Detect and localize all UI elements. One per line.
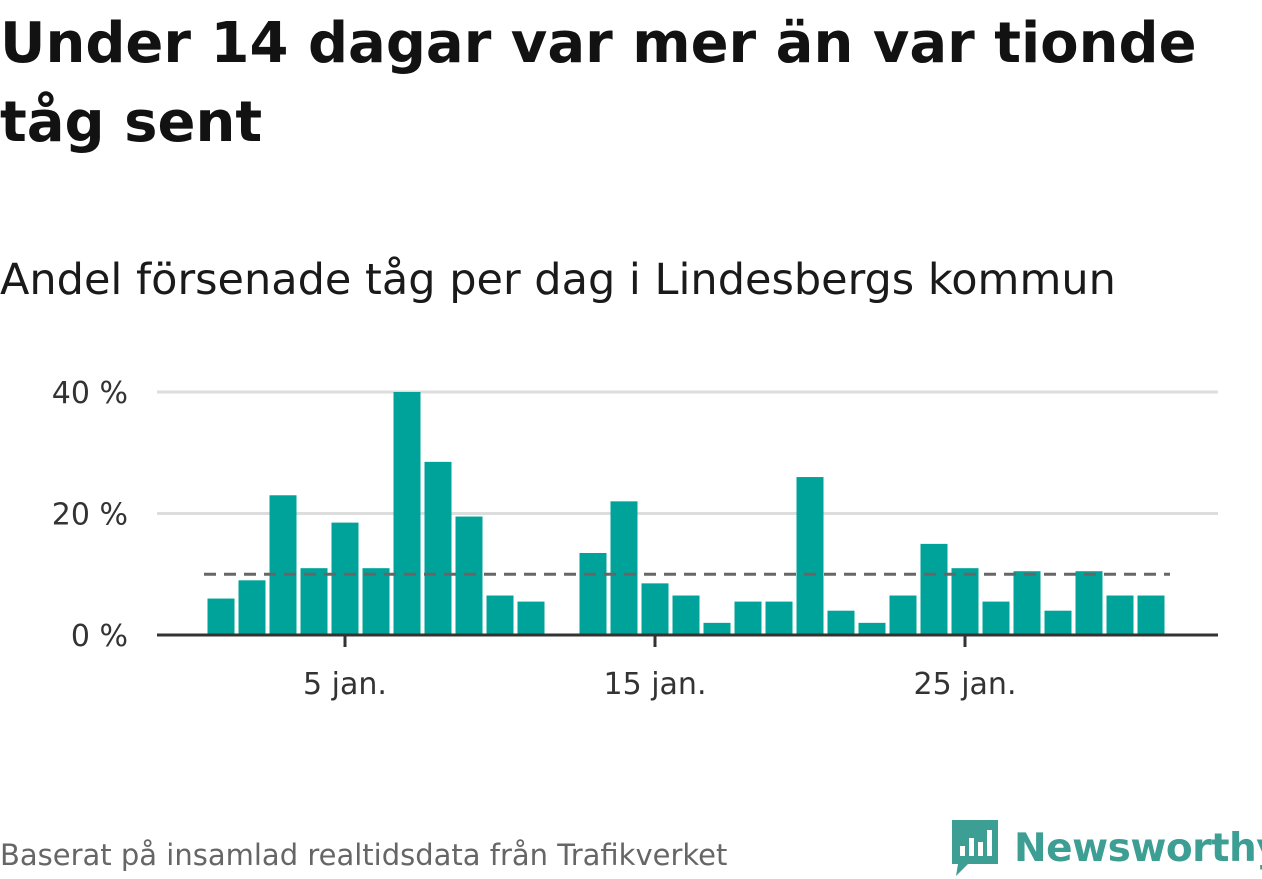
bar [982,601,1010,635]
y-tick-label: 0 % [71,619,128,654]
bar [1013,571,1041,635]
bar [734,601,762,635]
bar [703,622,731,635]
chart-subtitle: Andel försenade tåg per dag i Lindesberg… [0,255,1116,305]
bar [858,622,886,635]
bar [579,552,607,635]
bar [889,595,917,635]
bar [424,461,452,635]
bar [269,495,297,635]
bar [1075,571,1103,635]
y-tick-label: 40 % [52,376,128,411]
brand-logo[interactable]: Newsworthy [950,818,1262,878]
x-axis-ticks: 5 jan. 15 jan. 25 jan. [303,635,1016,702]
bar [207,598,235,635]
bar [238,580,266,635]
bar [672,595,700,635]
newsworthy-logo-icon [952,820,998,876]
bar [951,568,979,635]
y-axis-tick-labels: 0 % 20 % 40 % [52,376,128,654]
chart-title: Under 14 dagar var mer än var tionde tåg… [0,11,1197,155]
bar [920,543,948,635]
bar [1044,610,1072,635]
bar [486,595,514,635]
bar [455,516,483,635]
x-tick-label: 5 jan. [303,667,387,702]
y-tick-label: 20 % [52,498,128,533]
bar [517,601,545,635]
source-note: Baserat på insamlad realtidsdata från Tr… [0,838,728,872]
bar [331,522,359,635]
bar [393,392,421,635]
bar [362,568,390,635]
bar [796,477,824,635]
bar [765,601,793,635]
x-tick-label: 15 jan. [604,667,707,702]
bar-chart: 0 % 20 % 40 % 5 jan. 15 jan. 25 jan. [52,376,1218,702]
bar [1137,595,1165,635]
bar [1106,595,1134,635]
bar [827,610,855,635]
brand-name: Newsworthy [1014,825,1262,871]
bar [641,583,669,635]
bar [610,501,638,635]
x-tick-label: 25 jan. [914,667,1017,702]
bars [207,392,1165,635]
bar [300,568,328,635]
gridlines [157,390,1218,515]
